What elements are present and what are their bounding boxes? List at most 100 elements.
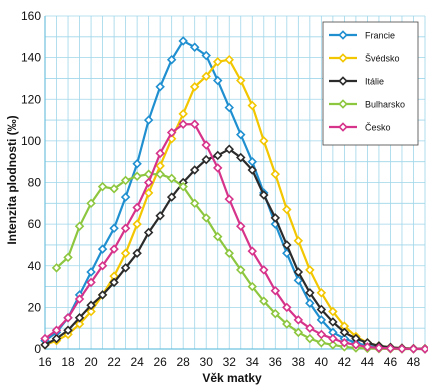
data-point [212,75,223,86]
x-tick-label: 46 [384,355,398,369]
data-point [328,340,338,350]
data-point [259,190,269,200]
data-point [316,338,327,348]
x-axis-title: Věk matky [202,371,262,385]
axes: 0 20 40 60 80 100 120 140 160 16 18 20 22 24 26 28 30 32 3… [21,9,425,369]
data-point [420,344,428,354]
data-point [201,154,211,165]
data-point [397,344,407,354]
legend-item: Itálie [329,76,384,87]
data-point [189,198,200,209]
data-point [86,306,96,317]
data-point [259,136,269,146]
x-tick-label: 16 [38,355,52,369]
data-point [293,315,304,325]
series-line [44,123,426,351]
data-point [247,100,258,111]
legend-label: Francie [365,31,395,41]
legend-label: Bulharsko [365,100,405,110]
data-point [247,246,258,256]
y-tick-label: 120 [21,92,41,106]
data-point [305,298,315,308]
x-tick-label: 38 [292,355,306,369]
data-point [120,223,131,234]
data-point [109,223,119,234]
y-tick-label: 160 [21,9,41,23]
data-point [132,202,142,213]
series-česko [40,119,428,354]
data-point [40,333,50,344]
data-point [305,288,315,298]
legend-item: Švédsko [329,53,400,64]
data-point [374,343,384,353]
data-point [109,184,119,194]
legend-swatch-marker [338,122,348,132]
data-point [132,171,142,181]
data-point [155,148,165,159]
data-point [316,315,327,325]
data-point [86,277,96,288]
data-point [247,281,258,292]
y-axis-title: Intenzita plodnosti (‰) [5,115,19,244]
data-point [328,317,338,327]
data-point [316,329,327,340]
data-point [189,119,200,129]
x-tick-label: 42 [338,355,352,369]
data-point [236,265,246,275]
data-point [236,152,246,163]
series-line [44,148,426,350]
data-point [120,263,131,273]
data-point [166,54,177,65]
data-point [143,188,154,198]
data-point [328,333,338,344]
data-point [339,338,350,348]
data-point [74,221,85,231]
data-point [282,302,292,313]
data-point [120,175,131,186]
legend-label: Švédsko [365,54,400,64]
data-point [224,248,234,258]
data-point [155,169,165,179]
data-point [86,300,96,311]
x-tick-label: 28 [177,355,191,369]
data-point [201,140,211,150]
legend-label: Itálie [365,77,384,87]
data-point [259,265,269,275]
data-point [236,75,246,86]
data-point [316,304,327,315]
data-point [293,267,304,277]
data-point [339,327,350,338]
data-point [74,319,85,329]
data-point [132,248,142,258]
series-line [44,39,426,351]
x-tick-label: 44 [361,355,375,369]
data-point [166,127,177,138]
legend-item: Česko [329,122,391,133]
data-point [143,177,154,188]
data-point [259,296,269,306]
x-tick-label: 32 [223,355,237,369]
data-point [305,333,315,344]
legend-swatch-marker [338,53,348,63]
data-point [224,102,234,113]
data-point [63,325,73,336]
data-point [166,173,177,184]
data-point [293,275,304,286]
data-point [212,150,223,161]
data-point [74,313,85,323]
x-tick-label: 22 [107,355,121,369]
data-point [270,213,281,223]
data-point [351,340,361,350]
data-point [189,165,200,175]
x-tick-label: 34 [246,355,260,369]
data-point [143,227,154,238]
y-tick-label: 40 [28,259,42,273]
data-point [189,82,200,92]
data-point [40,340,50,350]
data-point [293,236,304,246]
y-tick-label: 100 [21,134,41,148]
x-tick-label: 20 [84,355,98,369]
data-point [97,244,108,254]
data-point [178,181,188,192]
